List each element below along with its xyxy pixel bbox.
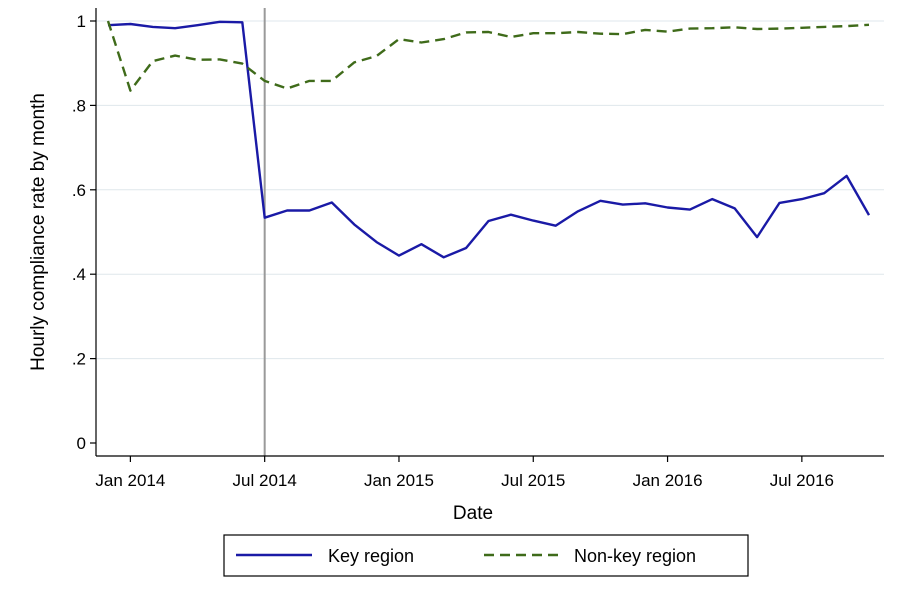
x-axis-ticks: Jan 2014 Jul 2014 Jan 2015 Jul 2015 Jan 2016… xyxy=(95,456,834,490)
series-line-key-region xyxy=(107,20,871,259)
x-tick-label-5: Jul 2016 xyxy=(770,471,834,490)
x-axis-title: Date xyxy=(453,503,493,524)
x-tick-label-3: Jul 2015 xyxy=(501,471,565,490)
x-tick-label-2: Jan 2015 xyxy=(364,471,434,490)
series-line-non-key-region xyxy=(106,20,870,92)
y-axis-ticks: 0 .2 .4 .6 .8 1 xyxy=(72,12,96,453)
axes xyxy=(95,8,884,457)
y-tick-label-5: 1 xyxy=(77,12,86,31)
y-tick-label-4: .8 xyxy=(72,96,86,115)
y-tick-label-0: 0 xyxy=(77,434,86,453)
y-tick-label-2: .4 xyxy=(72,265,86,284)
x-tick-label-4: Jan 2016 xyxy=(633,471,703,490)
series-group xyxy=(106,20,871,259)
y-axis-title: Hourly compliance rate by month xyxy=(28,93,49,371)
y-tick-label-1: .2 xyxy=(72,350,86,369)
legend: Key region Non-key region xyxy=(223,534,749,577)
legend-label-non-key-region: Non-key region xyxy=(574,546,696,566)
x-tick-label-1: Jul 2014 xyxy=(233,471,297,490)
y-tick-label-3: .6 xyxy=(72,181,86,200)
x-tick-label-0: Jan 2014 xyxy=(95,471,165,490)
legend-label-key-region: Key region xyxy=(328,546,414,566)
